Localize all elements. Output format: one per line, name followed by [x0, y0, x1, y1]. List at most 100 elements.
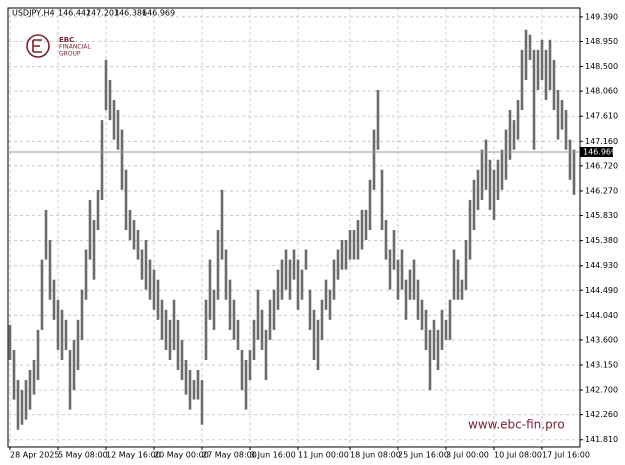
y-tick-label: 142.700	[585, 386, 618, 395]
plot-frame	[7, 7, 581, 448]
x-tick-label: 5 May 08:00	[58, 451, 108, 460]
price-bar	[380, 169, 384, 231]
price-bar	[392, 230, 396, 270]
price-bar	[524, 29, 528, 80]
price-bar	[504, 129, 508, 180]
price-bar	[324, 279, 328, 310]
price-bar	[476, 169, 480, 210]
price-bar	[520, 49, 524, 111]
price-bar	[304, 249, 308, 270]
price-bar	[92, 219, 96, 280]
price-bar	[240, 349, 244, 391]
price-bar	[248, 349, 252, 381]
price-bar	[348, 230, 352, 260]
price-bar	[372, 129, 376, 190]
x-tick-label: 10 Jul 08:00	[494, 451, 542, 460]
logo-text: FINANCIAL	[59, 44, 91, 51]
price-bar	[556, 89, 560, 140]
y-tick-label: 145.830	[585, 211, 618, 220]
price-bar	[104, 59, 108, 111]
high-value: 147.203	[86, 9, 119, 18]
price-bar	[224, 249, 228, 300]
price-bar	[316, 319, 320, 371]
y-tick-label: 149.390	[585, 12, 618, 21]
price-bar	[420, 299, 424, 330]
price-bar	[480, 149, 484, 200]
price-bar	[36, 329, 40, 381]
price-bar	[140, 249, 144, 280]
x-tick-label: 12 May 16:00	[106, 451, 161, 460]
price-bar	[460, 279, 464, 300]
price-bar	[184, 359, 188, 395]
logo-ring	[26, 34, 50, 58]
price-bar	[484, 139, 488, 190]
price-bar	[116, 110, 120, 150]
price-bar	[568, 139, 572, 180]
x-tick-label: 3 Jul 00:00	[446, 451, 489, 460]
x-tick-label: 25 Jun 16:00	[398, 451, 449, 460]
price-bar	[212, 289, 216, 330]
price-bar	[148, 259, 152, 300]
price-bar	[120, 129, 124, 190]
price-bar	[464, 240, 468, 290]
price-bar	[112, 100, 116, 140]
y-tick-label: 145.380	[585, 236, 618, 245]
price-bar	[332, 259, 336, 300]
price-bar	[472, 179, 476, 231]
price-bar	[544, 49, 548, 101]
price-bar	[128, 209, 132, 241]
price-bar	[448, 299, 452, 340]
price-bar	[296, 259, 300, 310]
price-bar	[68, 349, 72, 410]
price-bar	[244, 359, 248, 410]
price-bar	[432, 319, 436, 360]
price-bar	[84, 249, 88, 300]
price-bar	[284, 249, 288, 290]
price-bar	[312, 309, 316, 360]
price-bar	[408, 269, 412, 300]
price-bar	[336, 249, 340, 280]
price-bar	[16, 380, 20, 430]
price-bar	[376, 89, 380, 150]
price-bar	[500, 149, 504, 190]
y-tick-label: 144.490	[585, 286, 618, 295]
logo-text: GROUP	[59, 51, 81, 58]
price-bar	[452, 249, 456, 300]
price-bar	[416, 279, 420, 320]
y-tick-label: 147.610	[585, 112, 618, 121]
price-bar	[508, 110, 512, 160]
y-tick-label: 147.160	[585, 137, 618, 146]
price-bar	[356, 219, 360, 260]
price-bar	[48, 240, 52, 300]
price-bar	[208, 259, 212, 320]
price-bar	[32, 359, 36, 395]
price-bar	[52, 279, 56, 320]
price-bar	[512, 120, 516, 150]
price-bar	[436, 329, 440, 371]
price-bar	[412, 259, 416, 300]
price-bar	[88, 199, 92, 260]
price-bar	[488, 159, 492, 210]
y-tick-label: 144.040	[585, 311, 618, 320]
x-tick-label: 3 Jun 16:00	[250, 451, 296, 460]
price-bar	[256, 289, 260, 340]
price-bar	[8, 324, 12, 360]
price-tag-label: 146.969	[583, 147, 616, 156]
price-bar	[200, 380, 204, 425]
price-bar	[572, 149, 576, 195]
price-bar	[192, 380, 196, 400]
y-tick-label: 148.950	[585, 37, 618, 46]
watermark: www.ebc-fin.pro	[468, 418, 565, 432]
price-bar	[308, 289, 312, 330]
price-bar	[268, 299, 272, 340]
price-bar	[264, 329, 268, 381]
price-bar	[280, 259, 284, 300]
price-bar	[72, 339, 76, 391]
price-bar	[252, 319, 256, 360]
price-tag	[580, 146, 613, 157]
price-bar	[396, 259, 400, 300]
price-bar	[328, 289, 332, 320]
price-bar	[548, 39, 552, 90]
price-bar	[352, 230, 356, 260]
